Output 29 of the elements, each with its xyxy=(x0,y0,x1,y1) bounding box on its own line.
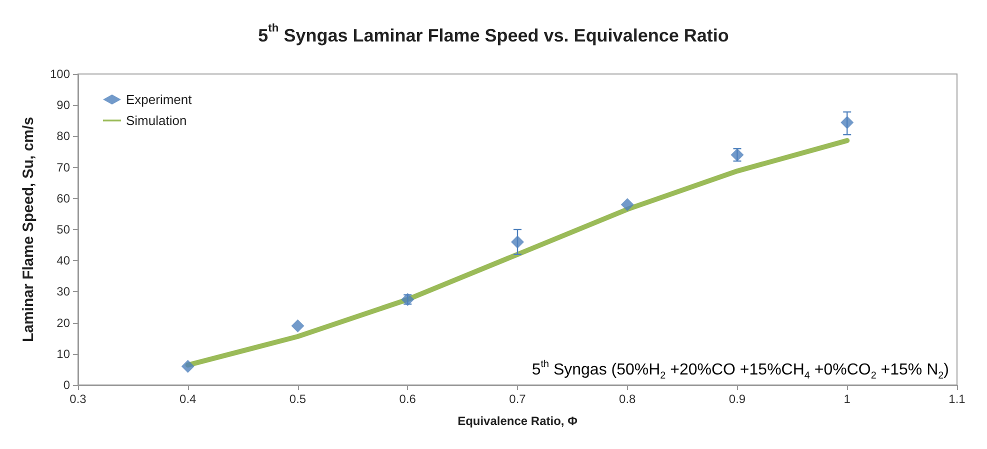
y-tick-label: 0 xyxy=(63,378,70,392)
y-tick-label: 30 xyxy=(56,284,70,299)
y-tick-label: 80 xyxy=(56,129,70,144)
y-tick-label: 20 xyxy=(56,316,70,330)
x-tick-label: 0.8 xyxy=(619,392,636,406)
point xyxy=(181,360,194,373)
x-tick-label: 0.7 xyxy=(509,392,526,406)
x-tick-label: 0.6 xyxy=(399,392,416,406)
y-tick-label: 100 xyxy=(50,67,70,81)
legend-label: Simulation xyxy=(126,113,187,128)
x-tick-label: 1.1 xyxy=(948,392,966,406)
legend-label: Experiment xyxy=(126,92,192,107)
y-tick-label: 90 xyxy=(56,98,70,112)
y-axis-title: Laminar Flame Speed, Su, cm/s xyxy=(20,116,37,342)
y-tick-label: 10 xyxy=(56,346,70,361)
x-axis-title: Equivalence Ratio, Φ xyxy=(458,414,578,428)
y-tick-label: 60 xyxy=(56,191,70,206)
x-tick-label: 0.9 xyxy=(728,392,746,406)
x-tick-label: 0.3 xyxy=(70,392,87,406)
point xyxy=(840,116,854,130)
point xyxy=(620,198,634,212)
point xyxy=(291,319,304,332)
y-tick-label: 50 xyxy=(56,222,70,236)
y-tick-label: 40 xyxy=(56,254,70,268)
x-tick-label: 0.4 xyxy=(180,392,197,406)
x-tick-label: 0.5 xyxy=(289,392,306,406)
x-tick-label: 1 xyxy=(844,392,851,406)
point xyxy=(511,235,524,248)
y-tick-label: 70 xyxy=(56,160,70,174)
